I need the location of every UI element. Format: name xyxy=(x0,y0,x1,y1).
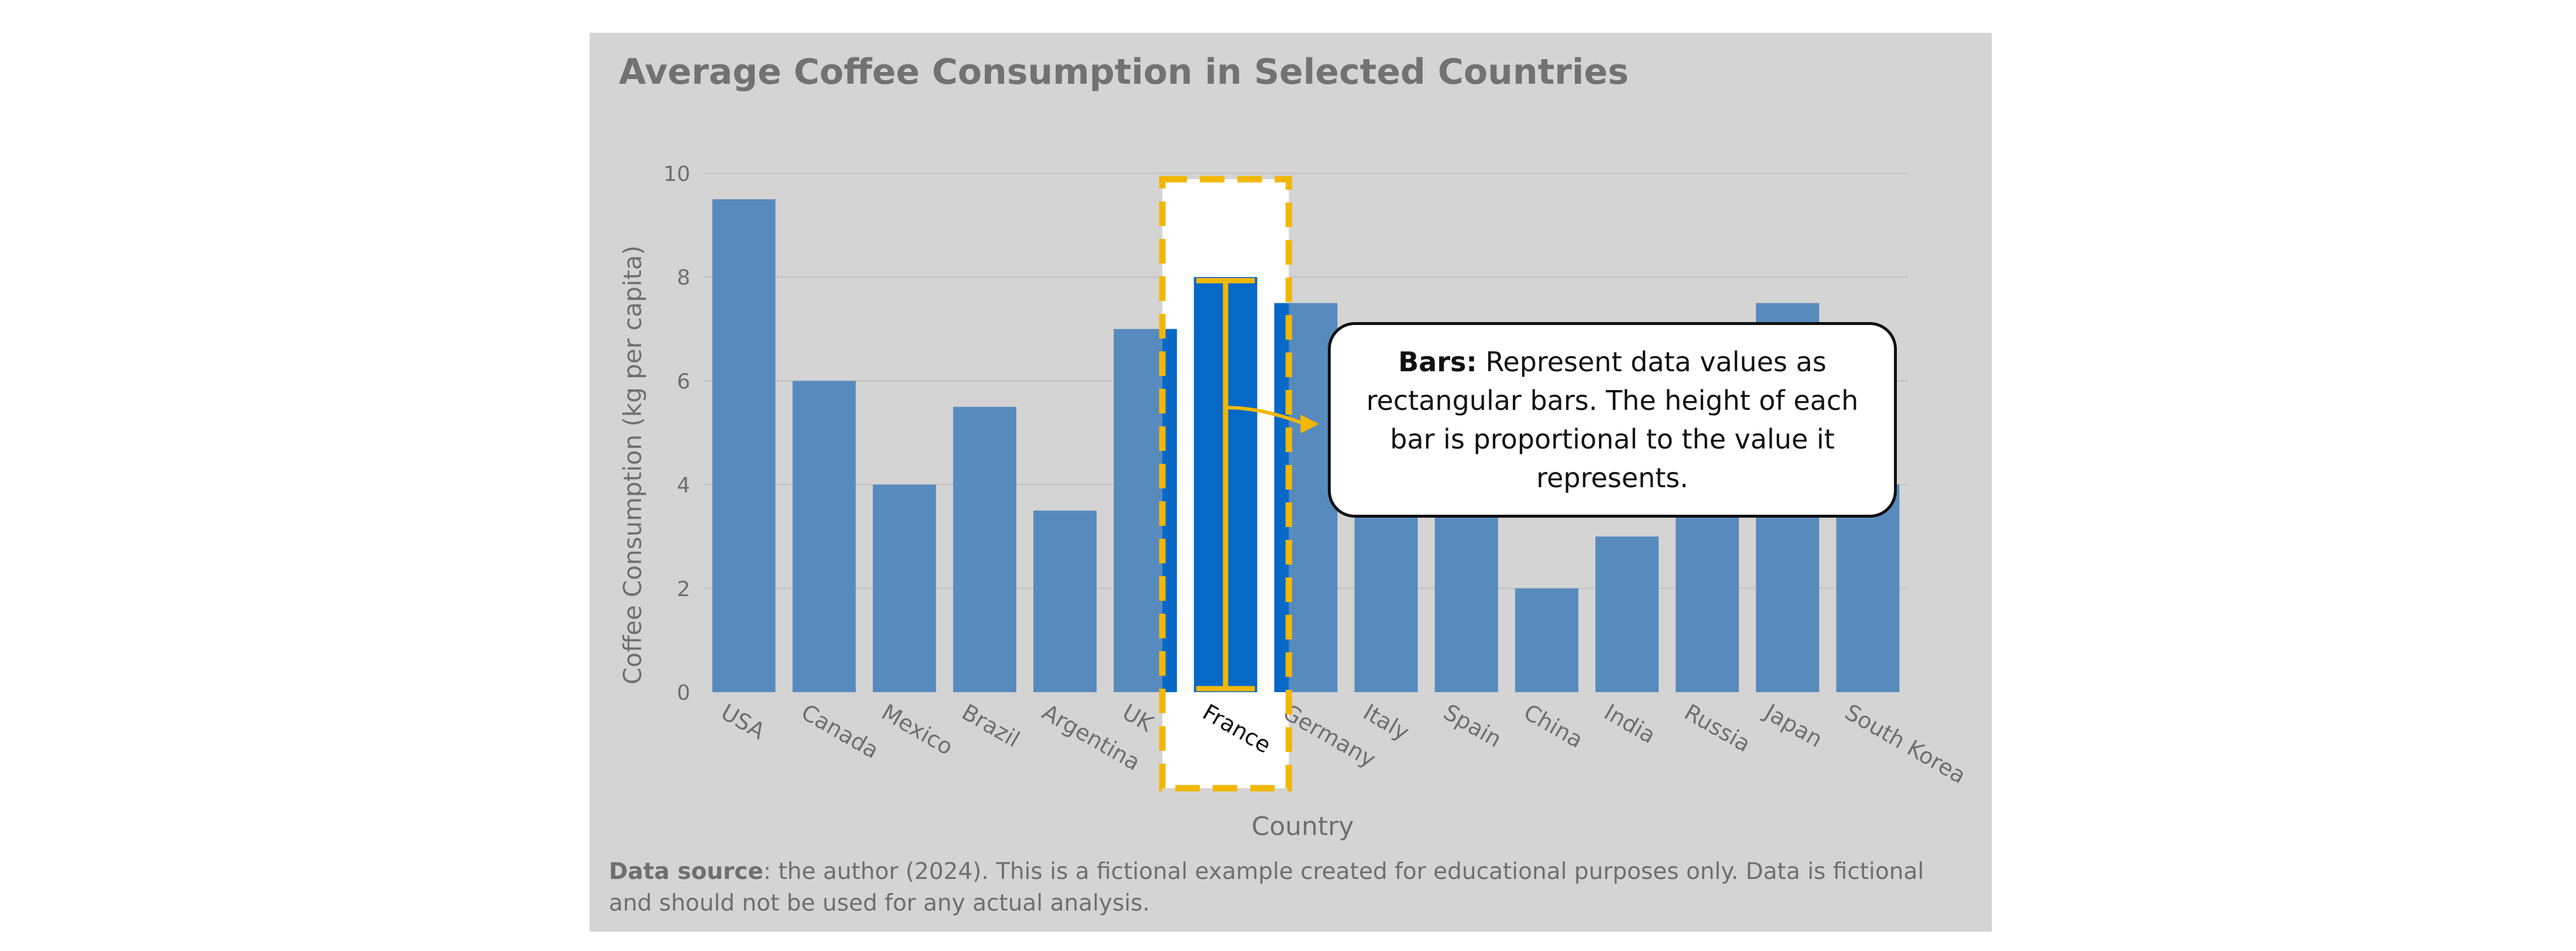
callout-term: Bars: xyxy=(1398,346,1477,378)
x-tick-label: Brazil xyxy=(957,699,1024,752)
data-source-label: Data source xyxy=(609,858,763,885)
x-tick-label: USA xyxy=(717,699,769,744)
data-source-note: Data source: the author (2024). This is … xyxy=(609,856,1967,919)
y-tick-label: 10 xyxy=(663,162,690,186)
x-tick-label: Japan xyxy=(1759,699,1827,752)
y-tick-label: 6 xyxy=(677,370,690,394)
bar-russia xyxy=(1676,484,1739,692)
x-tick-label: Spain xyxy=(1439,699,1506,752)
y-axis-ticks: 0 2 4 6 8 10 xyxy=(663,162,690,705)
callout-description: Represent data values as rectangular bar… xyxy=(1366,346,1859,494)
callout-arrowhead xyxy=(1300,415,1320,433)
bar-argentina xyxy=(1033,510,1097,692)
x-tick-label: UK xyxy=(1118,699,1159,737)
bar-south-korea xyxy=(1836,484,1900,692)
bars xyxy=(712,199,1900,692)
data-source-text: : the author (2024). This is a fictional… xyxy=(609,858,1924,916)
bar-usa xyxy=(712,199,776,692)
y-tick-label: 4 xyxy=(677,474,690,498)
x-tick-label: South Korea xyxy=(1841,699,1970,789)
y-tick-label: 2 xyxy=(677,577,690,601)
y-tick-label: 0 xyxy=(677,681,690,705)
x-tick-label: Russia xyxy=(1680,699,1755,757)
bar-india xyxy=(1595,536,1659,692)
y-tick-label: 8 xyxy=(677,266,690,290)
bar-italy xyxy=(1354,484,1418,692)
bars-callout: Bars: Represent data values as rectangul… xyxy=(1328,322,1897,518)
callout-text: Bars: Represent data values as rectangul… xyxy=(1358,343,1867,497)
x-tick-label: China xyxy=(1519,699,1587,753)
bar-china xyxy=(1515,588,1578,692)
highlight-frame xyxy=(1159,176,1292,792)
x-tick-label: India xyxy=(1600,699,1660,749)
x-tick-label: Canada xyxy=(797,699,883,764)
highlight-layer: France xyxy=(1159,176,1320,792)
chart-title: Average Coffee Consumption in Selected C… xyxy=(619,52,1629,93)
callout-connector xyxy=(1225,406,1303,425)
x-axis-label: Country xyxy=(1252,812,1354,841)
y-axis-label: Coffee Consumption (kg per capita) xyxy=(618,245,647,685)
bar-mexico xyxy=(872,484,936,692)
bar-chart: Average Coffee Consumption in Selected C… xyxy=(618,52,1970,841)
x-tick-label: Italy xyxy=(1359,699,1413,745)
bar-spain xyxy=(1434,484,1498,692)
bar-brazil xyxy=(953,406,1016,692)
x-tick-label: Mexico xyxy=(877,699,957,760)
bar-canada xyxy=(792,381,856,692)
